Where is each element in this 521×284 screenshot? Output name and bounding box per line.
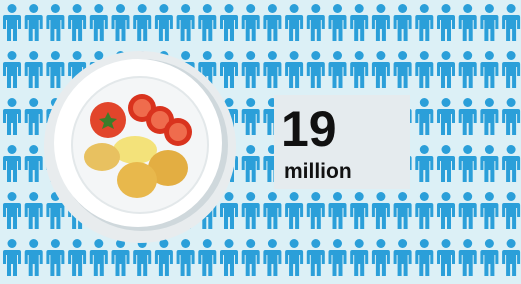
stat-unit: million	[284, 160, 352, 183]
stat-number: 19	[281, 101, 337, 157]
infographic: 19 million	[0, 0, 521, 284]
